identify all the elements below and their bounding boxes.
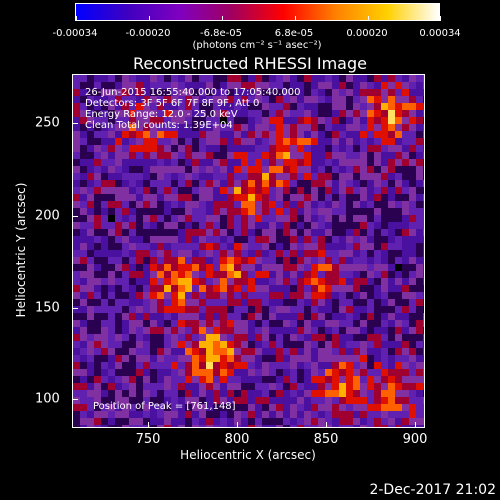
colorbar-label: 6.8e-05 [274,28,314,39]
x-tick-label: 750 [135,432,161,447]
peak-position-text: Position of Peak = [761,148] [93,401,236,412]
colorbar-label: -6.8e-05 [200,28,242,39]
colorbar [75,3,441,21]
total-counts-text: Clean Total counts: 1.39E+04 [85,120,233,131]
x-tick-label: 800 [224,432,250,447]
colorbar-units: (photons cm⁻² s⁻¹ asec⁻²) [192,40,322,51]
colorbar-label: -0.00034 [52,28,98,39]
detectors-text: Detectors: 3F 5F 6F 7F 8F 9F, Att 0 [85,98,260,109]
y-tick-label: 150 [35,300,60,316]
y-tick-label: 250 [35,115,60,131]
time-range-text: 26-Jun-2015 16:55:40.000 to 17:05:40.000 [85,87,301,98]
heatmap-canvas [73,75,424,427]
image-title: Reconstructed RHESSI Image [133,54,367,73]
y-axis-label: Heliocentric Y (arcsec) [14,182,28,318]
colorbar-label: -0.00020 [125,28,171,39]
x-axis-label: Heliocentric X (arcsec) [180,448,316,462]
y-tick-label: 100 [35,391,60,407]
date-stamp: 2-Dec-2017 21:02 [369,482,496,498]
energy-range-text: Energy Range: 12.0 - 25.0 keV [85,109,238,120]
y-tick-label: 200 [35,208,60,224]
rhessi-image: 26-Jun-2015 16:55:40.000 to 17:05:40.000… [72,74,425,428]
x-tick-label: 850 [313,432,339,447]
colorbar-label: 0.00034 [419,28,461,39]
x-tick-label: 900 [402,432,428,447]
colorbar-label: 0.00020 [346,28,388,39]
